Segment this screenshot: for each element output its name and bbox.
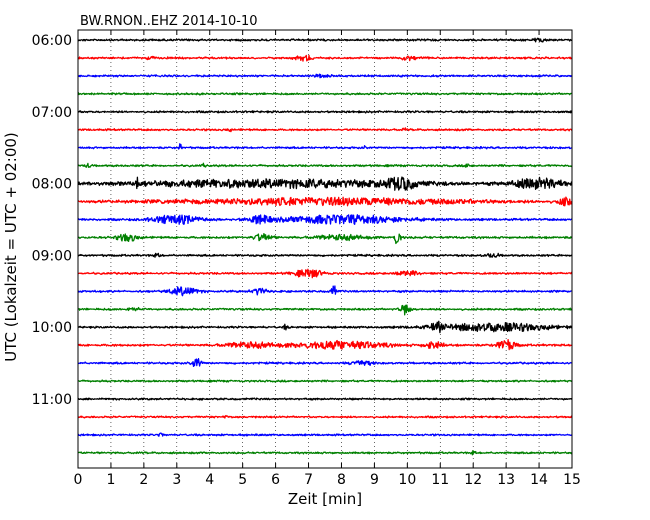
trace-line: [77, 449, 573, 456]
trace-line: [77, 320, 573, 334]
x-tick-label: 13: [497, 472, 515, 488]
trace-line: [77, 232, 573, 245]
trace-line: [77, 92, 573, 96]
trace-line: [77, 268, 573, 279]
x-axis-label: Zeit [min]: [288, 490, 362, 508]
trace-line: [77, 285, 573, 297]
x-tick-label: 12: [464, 472, 482, 488]
y-tick-label: 10:00: [32, 320, 72, 336]
plot-frame: [77, 29, 573, 469]
trace-line: [77, 432, 573, 437]
trace-line: [77, 414, 573, 419]
trace-line: [77, 54, 573, 62]
trace-line: [77, 304, 573, 316]
trace-line: [77, 397, 573, 401]
y-tick-label: 06:00: [32, 33, 72, 49]
x-tick-label: 15: [563, 472, 581, 488]
x-tick-label: 6: [271, 472, 280, 488]
trace-group: [77, 37, 573, 456]
y-tick-label: 09:00: [32, 248, 72, 264]
x-axis: 0 1 2 3 4 5 6 7 8 9 10 11 12 13 14 15: [74, 30, 581, 488]
y-tick-label: 11:00: [32, 392, 72, 408]
trace-line: [77, 143, 573, 150]
x-tick-label: 9: [370, 472, 379, 488]
trace-line: [77, 196, 573, 207]
y-axis-label: UTC (Lokalzeit = UTC + 02:00): [2, 132, 20, 362]
x-tick-label: 11: [431, 472, 449, 488]
x-tick-label: 0: [74, 472, 83, 488]
trace-line: [77, 162, 573, 168]
trace-line: [77, 110, 573, 114]
x-tick-label: 10: [398, 472, 416, 488]
trace-line: [77, 379, 573, 383]
x-tick-label: 1: [106, 472, 115, 488]
trace-line: [77, 37, 573, 43]
trace-line: [77, 252, 573, 258]
y-tick-label: 07:00: [32, 105, 72, 121]
trace-line: [77, 339, 573, 351]
trace-line: [77, 358, 573, 368]
trace-line: [77, 214, 573, 225]
y-axis: 06:00 07:00 08:00 09:00 10:00 11:00: [32, 33, 572, 408]
x-tick-label: 4: [205, 472, 214, 488]
trace-line: [77, 73, 573, 79]
x-tick-label: 3: [172, 472, 181, 488]
x-tick-label: 8: [337, 472, 346, 488]
x-tick-label: 2: [139, 472, 148, 488]
x-tick-label: 7: [304, 472, 313, 488]
grid-lines: [110, 30, 540, 468]
x-tick-label: 5: [238, 472, 247, 488]
x-tick-label: 14: [530, 472, 548, 488]
trace-line: [77, 127, 573, 133]
trace-line: [77, 176, 573, 191]
y-tick-label: 08:00: [32, 177, 72, 193]
chart-title: BW.RNON..EHZ 2014-10-10: [80, 14, 258, 29]
